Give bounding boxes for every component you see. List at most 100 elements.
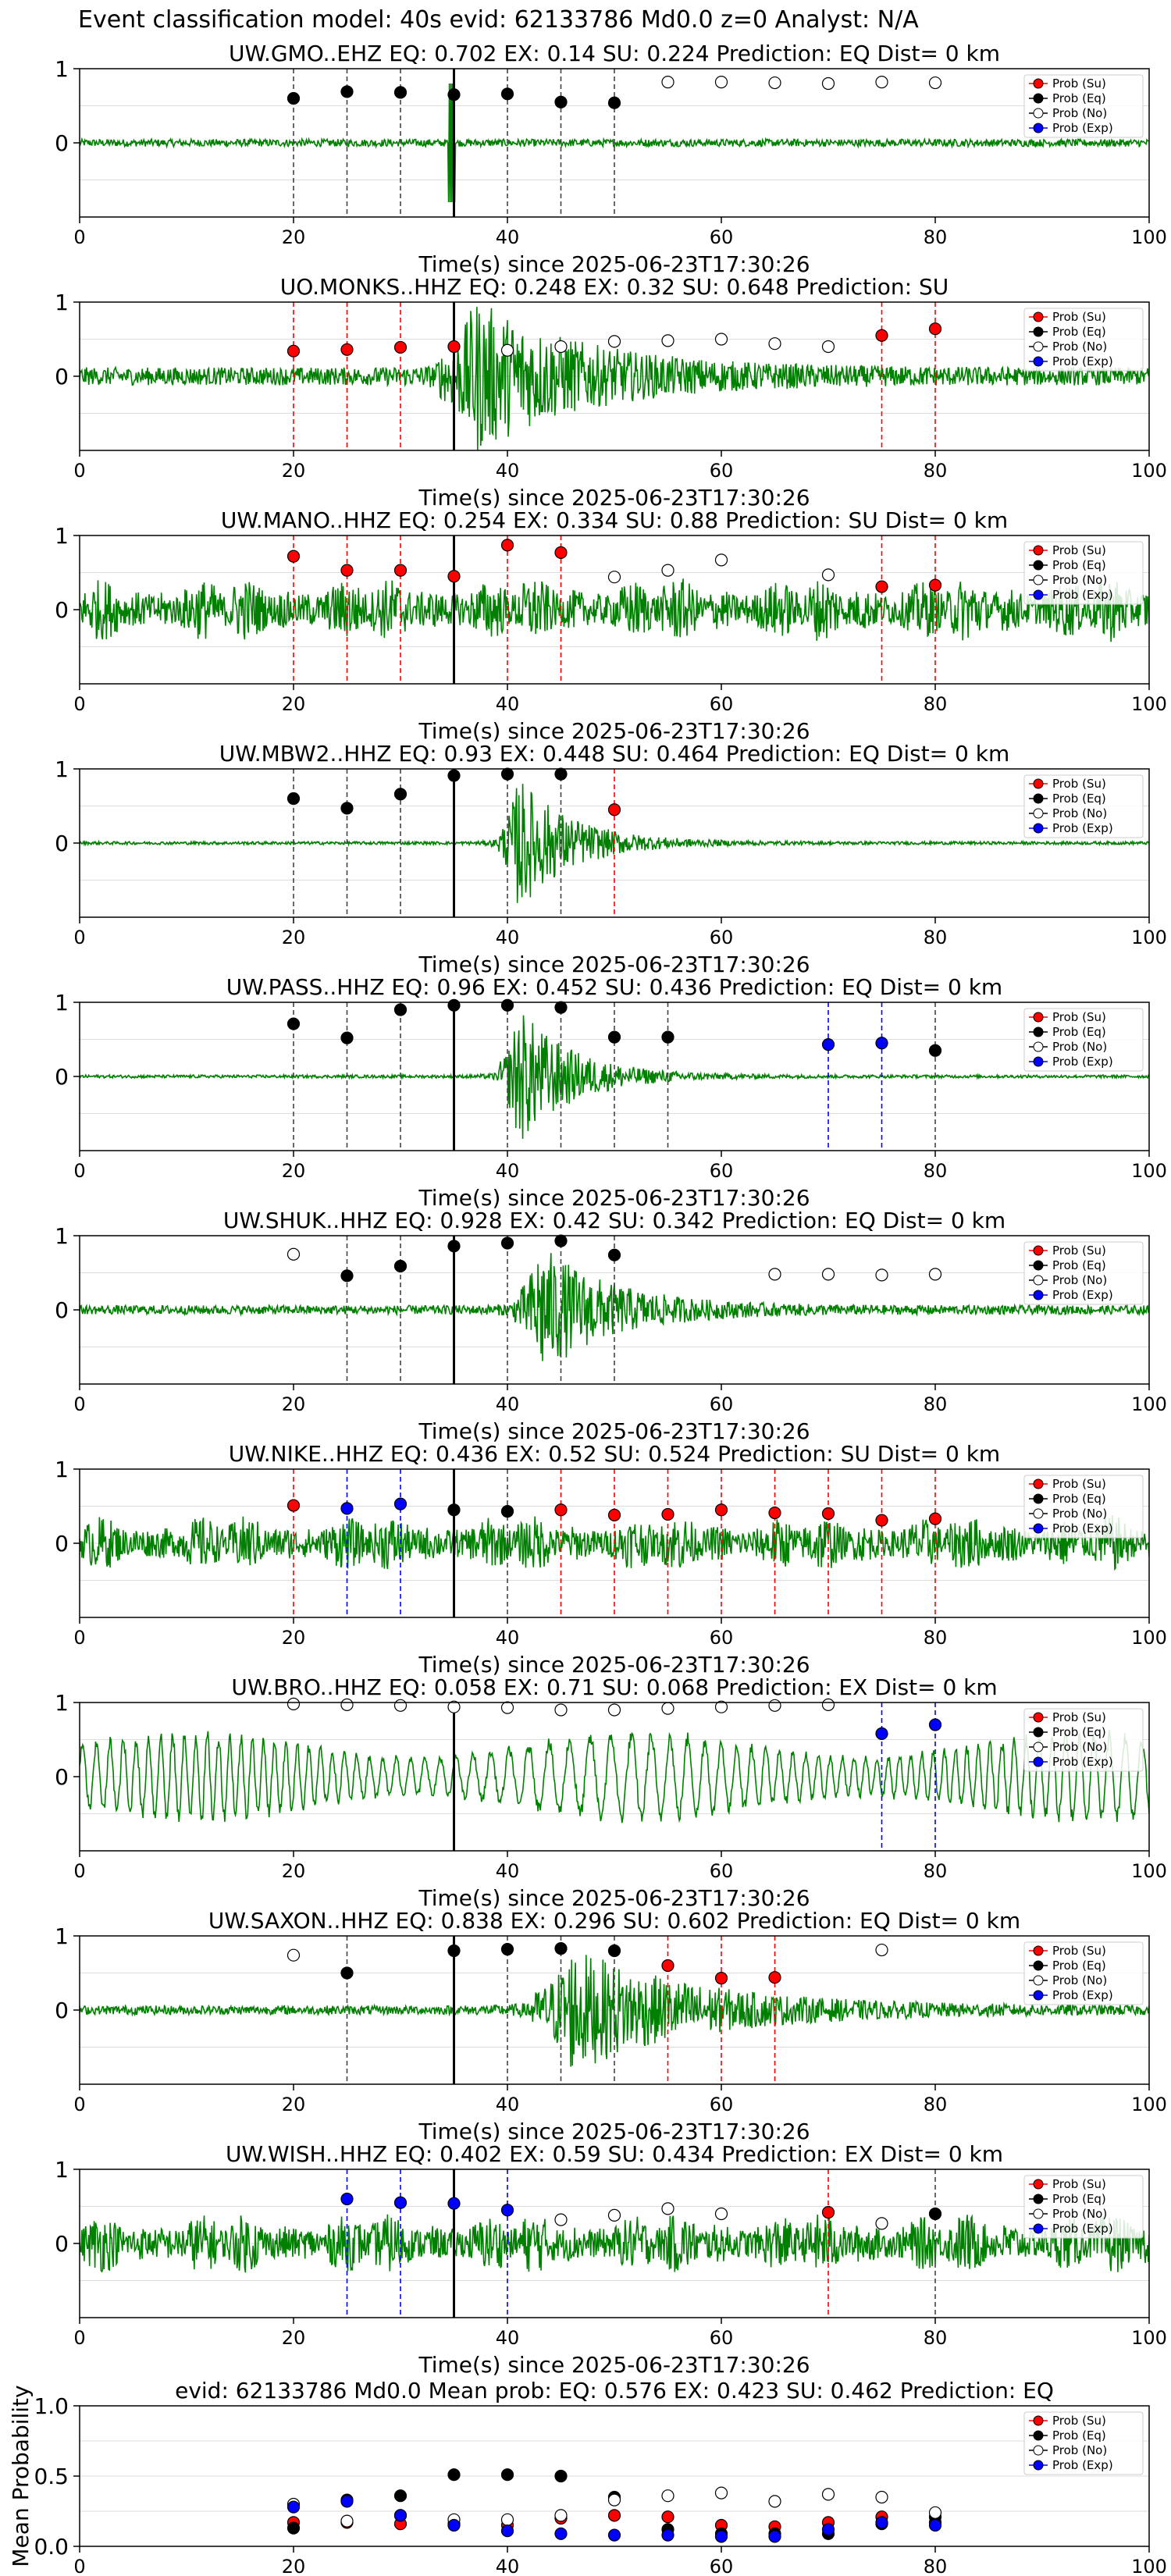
x-tick-label: 40: [496, 693, 520, 715]
panel-title: UW.WISH..HHZ EQ: 0.402 EX: 0.59 SU: 0.43…: [226, 2141, 1003, 2167]
y-tick-label: 1.0: [34, 2393, 69, 2419]
y-tick-label: 1: [55, 2157, 69, 2183]
y-tick-label: 0: [55, 831, 69, 856]
prob-point-no: [928, 2506, 942, 2519]
prob-point-no: [768, 1699, 781, 1712]
prob-point-su: [875, 1514, 888, 1527]
prob-point-no: [928, 76, 942, 90]
prob-point-exp: [821, 1038, 835, 1051]
legend-label: Prob (Eq): [1052, 325, 1106, 339]
prob-point-eq: [447, 1503, 461, 1517]
legend-label: Prob (Exp): [1052, 821, 1113, 835]
x-tick-label: 100: [1131, 226, 1167, 248]
x-tick-label: 60: [710, 2327, 734, 2349]
prob-point-no: [500, 1701, 514, 1714]
prob-point-eq: [340, 85, 354, 98]
axes-frame: [79, 2169, 1150, 2318]
y-tick-label: 0.5: [34, 2464, 69, 2489]
prob-point-no: [875, 75, 888, 89]
legend-box: [1023, 774, 1144, 838]
legend: Prob (Su)Prob (Eq)Prob (No)Prob (Exp): [1023, 1475, 1144, 1539]
legend-label: Prob (Eq): [1052, 91, 1106, 105]
prob-point-no: [340, 2514, 354, 2528]
x-tick-label: 60: [710, 1627, 734, 1649]
legend-box: [1023, 1008, 1144, 1072]
prob-point-no: [768, 337, 781, 350]
prob-point-exp: [447, 2197, 461, 2210]
prob-point-eq: [500, 87, 514, 101]
x-tick-label: 80: [924, 2094, 948, 2115]
legend-marker-eq: [1033, 1727, 1044, 1738]
prob-point-eq: [447, 2468, 461, 2482]
legend-marker-exp: [1033, 1990, 1044, 2001]
prob-point-exp: [875, 1727, 888, 1740]
x-tick-label: 40: [496, 927, 520, 948]
prob-point-su: [928, 322, 942, 336]
axes-frame: [79, 1702, 1150, 1852]
x-tick-label: 80: [924, 1860, 948, 1882]
panel-uw-saxon-hhz: UW.SAXON..HHZ EQ: 0.838 EX: 0.296 SU: 0.…: [55, 1908, 1167, 2144]
legend-marker-no: [1033, 1742, 1044, 1752]
prob-point-su: [554, 1503, 568, 1517]
prob-point-eq: [447, 1944, 461, 1958]
legend-label: Prob (Eq): [1052, 1959, 1106, 1973]
legend-marker-no: [1033, 808, 1044, 819]
legend: Prob (Su)Prob (Eq)Prob (No)Prob (Exp): [1023, 541, 1144, 605]
prob-point-no: [340, 1698, 354, 1711]
legend-label: Prob (Su): [1052, 1244, 1106, 1258]
prob-point-su: [821, 1507, 835, 1521]
x-tick-label: 40: [496, 1393, 520, 1415]
legend-label: Prob (No): [1052, 1273, 1107, 1287]
prob-point-no: [714, 553, 728, 567]
x-tick-label: 20: [282, 1860, 306, 1882]
prob-point-su: [607, 803, 621, 817]
legend-label: Prob (Su): [1052, 1477, 1106, 1491]
page-title: Event classification model: 40s evid: 62…: [78, 6, 919, 34]
x-tick-label: 40: [496, 226, 520, 248]
axes-frame: [79, 768, 1150, 918]
legend-marker-exp: [1033, 2223, 1044, 2234]
panel-title: UW.PASS..HHZ EQ: 0.96 EX: 0.452 SU: 0.43…: [226, 974, 1002, 1000]
axes-frame: [79, 301, 1150, 451]
legend-label: Prob (Exp): [1052, 588, 1113, 602]
x-tick-label: 40: [496, 460, 520, 482]
legend-marker-no: [1033, 1508, 1044, 1519]
prob-point-eq: [393, 788, 408, 801]
legend-label: Prob (No): [1052, 2207, 1107, 2221]
prob-point-no: [554, 2213, 568, 2226]
prob-point-exp: [768, 2530, 781, 2543]
legend-label: Prob (Su): [1052, 76, 1106, 91]
x-tick-label: 60: [710, 460, 734, 482]
prob-point-exp: [393, 2509, 408, 2522]
legend-marker-su: [1033, 778, 1044, 789]
prob-point-no: [821, 568, 835, 582]
x-axis-label: Time(s) since 2025-06-23T17:30:26: [418, 485, 810, 511]
x-tick-label: 40: [496, 2556, 520, 2576]
legend-marker-no: [1033, 1275, 1044, 1286]
waveform-trace: [80, 1730, 1149, 1823]
y-axis-label: Mean Probability: [8, 2385, 34, 2567]
panel-title: UW.BRO..HHZ EQ: 0.058 EX: 0.71 SU: 0.068…: [231, 1674, 997, 1700]
prob-point-su: [714, 1972, 728, 1985]
legend: Prob (Su)Prob (Eq)Prob (No)Prob (Exp): [1023, 74, 1144, 138]
x-axis-label: Time(s) since 2025-06-23T17:30:26: [418, 718, 810, 744]
x-tick-label: 0: [73, 693, 85, 715]
x-tick-label: 20: [282, 2327, 306, 2349]
prob-point-no: [554, 340, 568, 354]
prob-point-no: [661, 564, 674, 577]
x-tick-label: 20: [282, 1393, 306, 1415]
legend-label: Prob (Eq): [1052, 2428, 1106, 2443]
x-tick-label: 80: [924, 1160, 948, 1182]
x-tick-label: 100: [1131, 2094, 1167, 2115]
axes-frame: [79, 1235, 1150, 1385]
prob-point-no: [607, 1703, 621, 1717]
y-tick-label: 1: [55, 1457, 69, 1482]
x-tick-label: 60: [710, 2094, 734, 2115]
x-tick-label: 60: [710, 1860, 734, 1882]
x-tick-label: 80: [924, 927, 948, 948]
legend-marker-su: [1033, 311, 1044, 322]
legend-box: [1023, 2175, 1144, 2239]
legend-label: Prob (Su): [1052, 1010, 1106, 1024]
legend-marker-eq: [1033, 1960, 1044, 1971]
axes-frame: [79, 1935, 1150, 2085]
